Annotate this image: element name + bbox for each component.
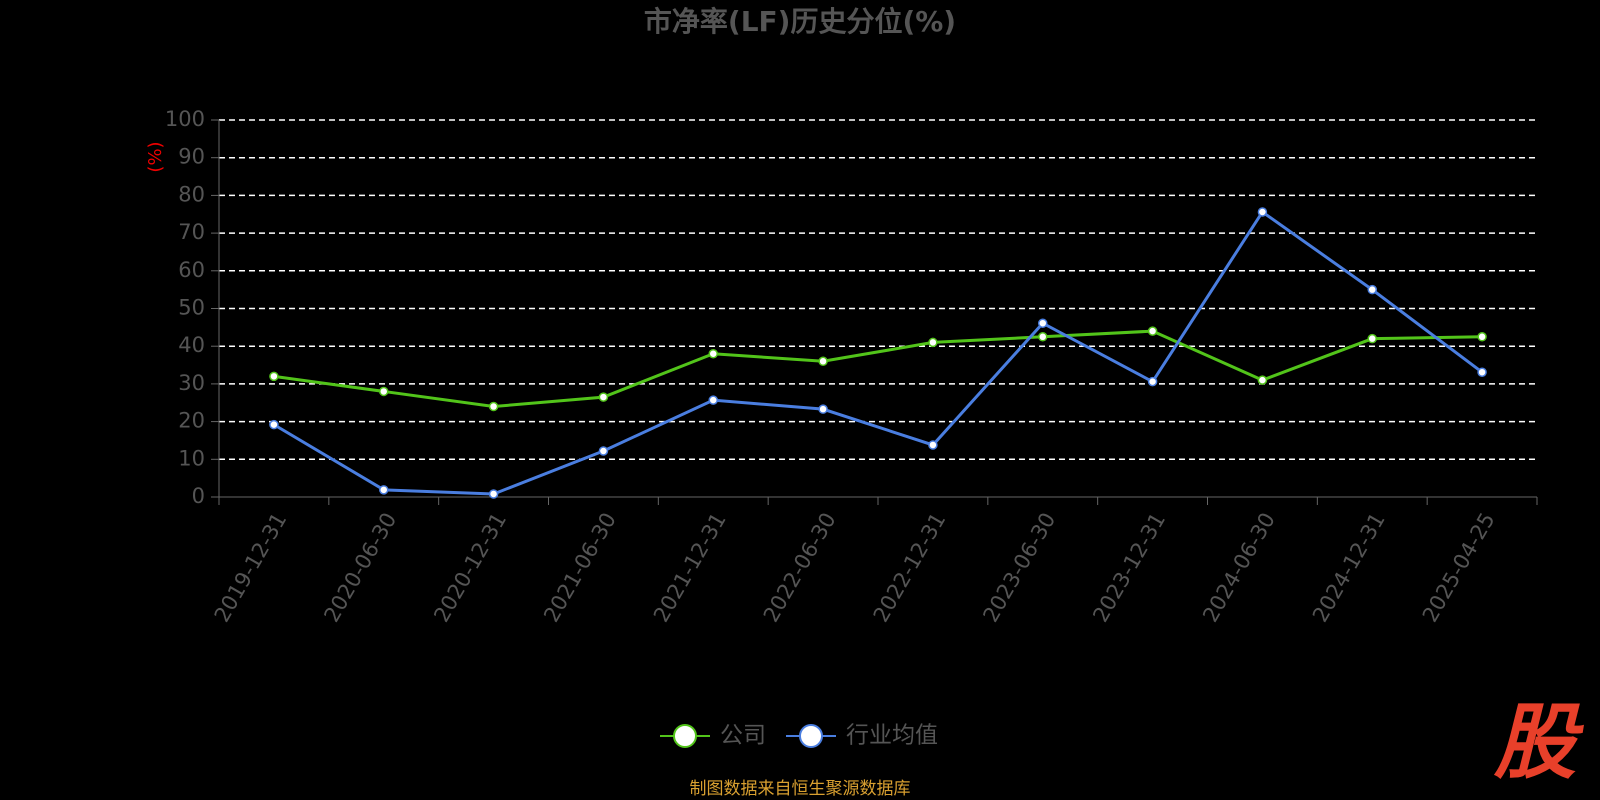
legend-marker xyxy=(673,724,697,748)
x-tick-label: 2019-12-31 xyxy=(210,509,292,627)
x-tick-label: 2020-06-30 xyxy=(319,509,401,627)
data-point xyxy=(1257,375,1268,385)
x-tick-label: 2024-12-31 xyxy=(1308,509,1390,627)
y-tick-label: 60 xyxy=(178,258,205,282)
data-point xyxy=(1367,284,1377,295)
data-point xyxy=(269,371,279,382)
data-point xyxy=(269,419,279,430)
data-point xyxy=(1477,332,1487,342)
x-tick-label: 2022-12-31 xyxy=(869,509,951,627)
data-point xyxy=(1038,318,1048,328)
data-point xyxy=(1147,326,1158,336)
data-point xyxy=(1367,333,1377,344)
data-point xyxy=(598,392,609,402)
x-tick-label: 2024-06-30 xyxy=(1198,509,1280,627)
chart-title: 市净率(LF)历史分位(%) xyxy=(644,5,956,38)
data-point xyxy=(379,485,389,495)
series-line xyxy=(273,329,1483,409)
x-tick-label: 2021-12-31 xyxy=(649,509,731,627)
y-tick-label: 0 xyxy=(192,484,205,508)
data-point xyxy=(708,348,718,359)
y-tick-label: 40 xyxy=(178,333,205,357)
data-point xyxy=(1147,376,1158,387)
y-tick-label: 30 xyxy=(178,371,205,395)
data-point xyxy=(1257,207,1268,217)
data-point xyxy=(928,440,938,450)
y-tick-label: 20 xyxy=(178,409,205,433)
data-point xyxy=(818,404,828,414)
x-tick-label: 2020-12-31 xyxy=(429,509,511,627)
y-tick-label: 50 xyxy=(178,296,205,320)
x-tick-label: 2022-06-30 xyxy=(759,509,841,627)
y-tick-label: 100 xyxy=(165,107,205,131)
y-tick-label: 80 xyxy=(178,182,205,206)
data-point xyxy=(1038,332,1048,342)
legend-marker xyxy=(799,724,823,748)
data-point xyxy=(1477,367,1487,377)
logo: 股 xyxy=(1493,695,1584,790)
series-line xyxy=(273,209,1483,496)
data-point xyxy=(928,337,938,348)
legend-label: 行业均值 xyxy=(846,723,938,749)
source-note: 制图数据来自恒生聚源数据库 xyxy=(690,779,911,799)
data-point xyxy=(708,395,718,405)
x-tick-label: 2023-06-30 xyxy=(978,509,1060,627)
y-tick-label: 70 xyxy=(178,220,205,244)
data-point xyxy=(488,401,499,412)
x-tick-label: 2025-04-25 xyxy=(1418,509,1500,627)
x-tick-label: 2021-06-30 xyxy=(539,509,621,627)
y-tick-label: 90 xyxy=(178,145,205,169)
data-point xyxy=(818,356,828,367)
x-tick-label: 2023-12-31 xyxy=(1088,509,1170,627)
data-point xyxy=(379,386,389,397)
legend-label: 公司 xyxy=(720,723,766,749)
y-tick-label: 10 xyxy=(178,446,205,470)
data-point xyxy=(598,446,609,456)
data-point xyxy=(488,489,499,499)
y-axis-label: (%) xyxy=(145,141,166,172)
